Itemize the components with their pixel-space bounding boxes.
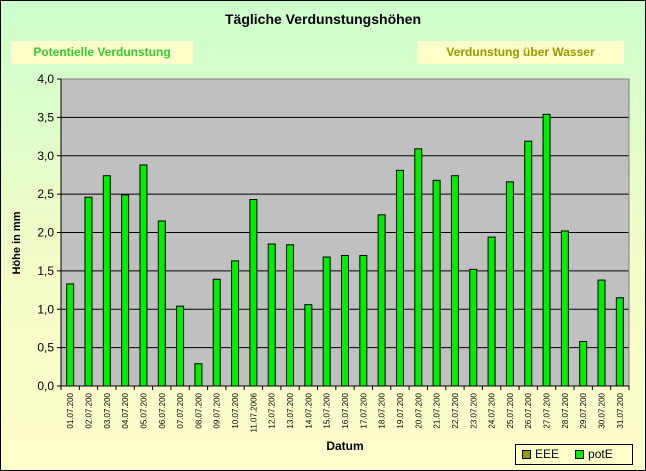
x-tick-label: 28.07.200 <box>561 392 570 428</box>
x-tick-label: 12.07.200 <box>268 392 277 428</box>
bar <box>450 175 459 387</box>
bar <box>432 179 441 387</box>
bar <box>395 169 404 387</box>
bar <box>579 340 588 387</box>
x-tick-label: 08.07.200 <box>194 392 203 428</box>
bar <box>66 283 75 387</box>
bar <box>597 279 606 387</box>
x-tick-label: 27.07.200 <box>543 392 552 428</box>
bar <box>359 255 368 387</box>
y-axis-title: Höhe in mm <box>11 211 23 275</box>
bar <box>102 175 111 387</box>
x-tick-label: 25.07.200 <box>506 392 515 428</box>
y-tick-label: 2,0 <box>37 226 54 240</box>
bar <box>322 256 331 387</box>
y-tick-label: 3,0 <box>37 149 54 163</box>
bar <box>194 363 203 387</box>
y-tick-label: 0,0 <box>37 379 54 393</box>
bar <box>377 214 386 387</box>
legend-item-pote: potE <box>575 445 613 464</box>
x-tick-label: 26.07.200 <box>524 392 533 428</box>
x-tick-label: 09.07.200 <box>213 392 222 428</box>
x-tick-label: 13.07.200 <box>286 392 295 428</box>
bar <box>176 305 185 387</box>
bar <box>487 236 496 387</box>
x-tick-label: 01.07.200 <box>66 392 75 428</box>
potential-evaporation-label: Potentielle Verdunstung <box>11 41 193 64</box>
bar <box>212 278 221 387</box>
x-tick-label: 18.07.200 <box>378 392 387 428</box>
bar <box>414 148 423 387</box>
y-tick-label: 1,0 <box>37 302 54 316</box>
legend-swatch-pote <box>575 450 585 459</box>
x-tick-label: 07.07.200 <box>176 392 185 428</box>
x-tick-label: 15.07.200 <box>323 392 332 428</box>
x-tick-label: 23.07.200 <box>469 392 478 428</box>
x-tick-label: 02.07.200 <box>84 392 93 428</box>
legend-label-eee: EEE <box>535 447 560 461</box>
bar <box>542 113 551 387</box>
x-tick-label: 17.07.200 <box>359 392 368 428</box>
chart-title: Tägliche Verdunstungshöhen <box>224 11 422 27</box>
legend: EEE potE <box>515 444 633 465</box>
x-tick-label: 11.07.2006 <box>249 392 258 432</box>
x-tick-label: 10.07.200 <box>231 392 240 428</box>
water-evaporation-label: Verdunstung über Wasser <box>417 41 624 64</box>
bar <box>304 304 313 387</box>
x-tick-label: 22.07.200 <box>451 392 460 428</box>
legend-label-pote: potE <box>588 447 613 461</box>
y-tick-label: 4,0 <box>37 72 54 86</box>
x-tick-label: 05.07.200 <box>139 392 148 428</box>
bar <box>157 220 166 387</box>
bar <box>524 140 533 387</box>
x-tick-label: 30.07.200 <box>598 392 607 428</box>
x-tick-label: 29.07.200 <box>579 392 588 428</box>
x-tick-label: 31.07.200 <box>616 392 625 428</box>
y-tick-label: 2,5 <box>37 187 54 201</box>
x-axis-title: Datum <box>326 439 364 453</box>
x-tick-label: 14.07.200 <box>304 392 313 428</box>
y-tick-label: 0,5 <box>37 341 54 355</box>
x-tick-label: 06.07.200 <box>158 392 167 428</box>
bar <box>560 230 569 387</box>
x-tick-label: 03.07.200 <box>103 392 112 428</box>
bar <box>267 243 276 387</box>
x-tick-label: 04.07.200 <box>121 392 130 428</box>
x-tick-label: 16.07.200 <box>341 392 350 428</box>
y-tick-label: 1,5 <box>37 264 54 278</box>
bar <box>286 244 295 387</box>
bar <box>615 297 624 387</box>
bar <box>249 198 258 387</box>
bar <box>84 196 93 387</box>
legend-item-eee: EEE <box>522 445 559 464</box>
bar <box>231 260 240 387</box>
x-tick-label: 20.07.200 <box>414 392 423 428</box>
bar <box>341 255 349 387</box>
bar <box>121 194 130 387</box>
x-tick-label: 19.07.200 <box>396 392 405 428</box>
bar <box>139 164 148 387</box>
legend-swatch-eee <box>522 450 531 459</box>
x-tick-label: 24.07.200 <box>488 392 497 428</box>
x-tick-label: 21.07.200 <box>433 392 442 428</box>
bar <box>505 181 514 387</box>
bar <box>469 268 478 387</box>
y-tick-label: 3,5 <box>37 110 54 124</box>
